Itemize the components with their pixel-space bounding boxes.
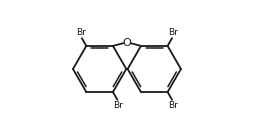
Text: Br: Br xyxy=(168,28,178,37)
Text: Br: Br xyxy=(76,28,86,37)
Text: Br: Br xyxy=(113,101,123,110)
Text: Br: Br xyxy=(168,101,178,110)
Text: O: O xyxy=(123,38,131,48)
